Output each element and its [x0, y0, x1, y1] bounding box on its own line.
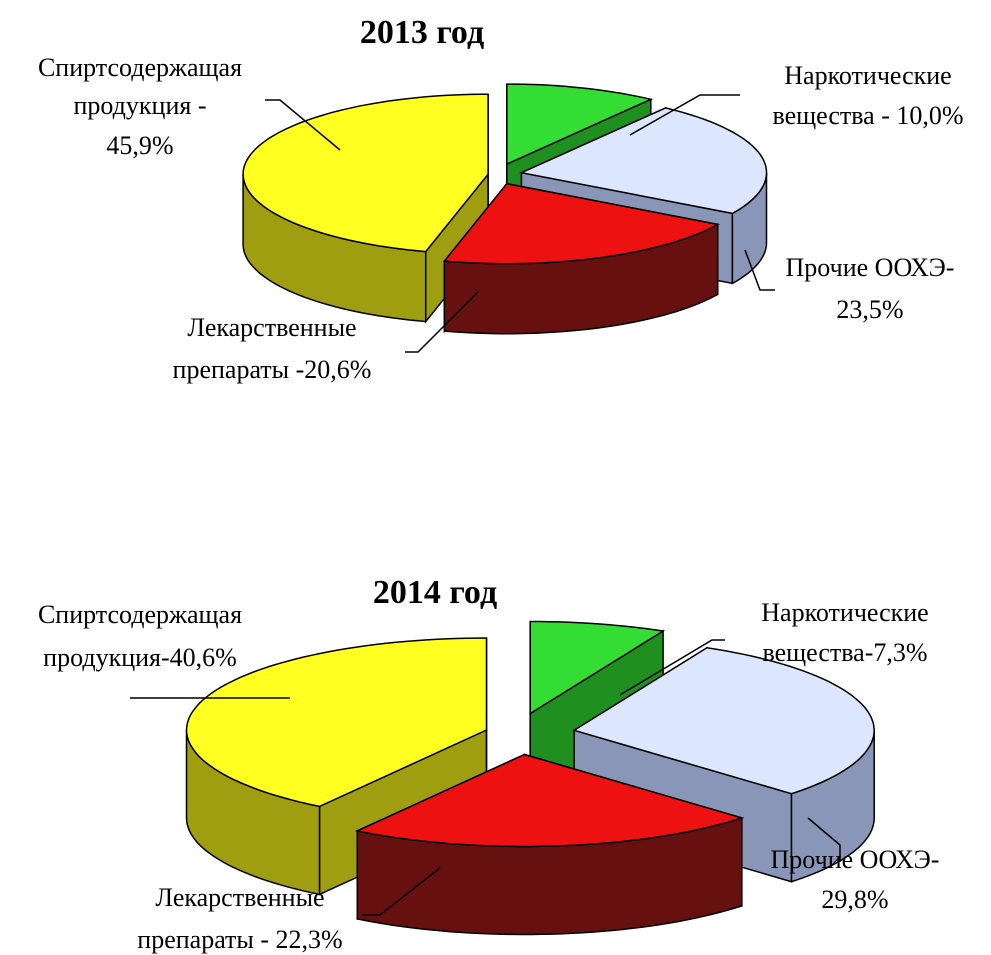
- leader-line: [619, 639, 725, 696]
- data-label: 23,5%: [836, 295, 903, 324]
- data-label: вещества - 10,0%: [772, 101, 963, 130]
- data-label: Лекарственные: [187, 313, 356, 342]
- data-label: Наркотические: [761, 598, 928, 627]
- data-label: Прочие ООХЭ-: [771, 845, 940, 874]
- data-label: Лекарственные: [155, 883, 324, 912]
- data-label: 45,9%: [106, 131, 173, 160]
- slice: [529, 620, 666, 715]
- slice: [572, 647, 875, 795]
- data-label: продукция -: [74, 91, 207, 120]
- data-label: препараты - 22,3%: [137, 925, 342, 954]
- leader-line: [405, 291, 479, 353]
- slice: [242, 93, 489, 253]
- slice: [506, 83, 654, 166]
- slice: [442, 182, 720, 265]
- data-label: Спиртсодержащая: [38, 53, 242, 82]
- leader-line: [629, 94, 740, 136]
- leader-line: [362, 867, 441, 916]
- data-label: продукция-40,6%: [43, 643, 237, 672]
- chart-title: 2013 год: [360, 14, 484, 51]
- leader-line: [744, 249, 775, 291]
- slice: [354, 753, 745, 848]
- data-label: вещества-7,3%: [762, 638, 927, 667]
- slice: [185, 637, 488, 808]
- chart-title: 2014 год: [373, 574, 497, 611]
- slice: [519, 107, 768, 215]
- data-label: Наркотические: [784, 61, 951, 90]
- leader-line: [265, 99, 341, 151]
- leader-line: [807, 817, 841, 862]
- data-label: препараты -20,6%: [173, 355, 372, 384]
- data-label: Прочие ООХЭ-: [786, 253, 955, 282]
- data-label: Спиртсодержащая: [38, 600, 242, 629]
- data-label: 29,8%: [821, 885, 888, 914]
